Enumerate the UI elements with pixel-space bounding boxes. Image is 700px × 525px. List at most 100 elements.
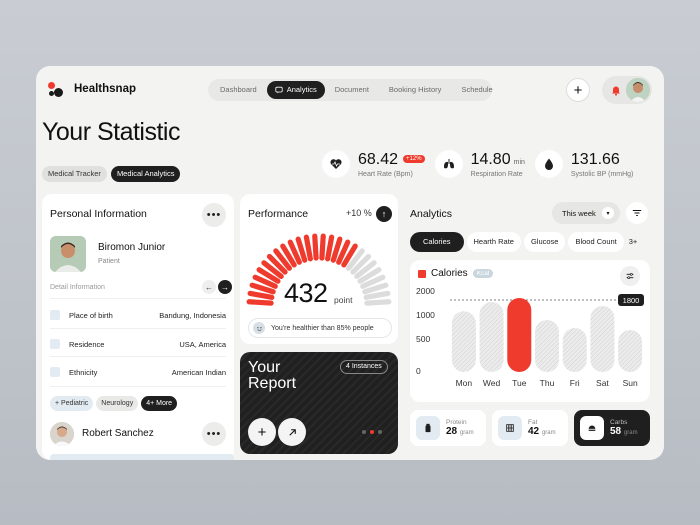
arrow-right-icon[interactable]: →	[218, 280, 232, 294]
add-report-button[interactable]: +	[248, 418, 276, 446]
personal-info-title: Personal Information	[50, 208, 147, 220]
patient-name: Biromon Junior	[98, 242, 166, 253]
filter-button[interactable]	[626, 202, 648, 224]
tab-blood-count[interactable]: Blood Count	[568, 232, 624, 252]
chip-medical-analytics[interactable]: Medical Analytics	[110, 166, 181, 182]
heart-rate-label: Heart Rate (Bpm)	[358, 170, 413, 178]
tag-pediatric[interactable]: + Pediatric	[50, 396, 94, 411]
avatar[interactable]	[626, 78, 650, 102]
respiration-unit: min	[513, 158, 525, 166]
respiration-value: 14.80	[470, 150, 511, 168]
checkbox-icon	[50, 310, 60, 320]
tab-hearth-rate[interactable]: Hearth Rate	[466, 232, 521, 252]
pager-dot[interactable]	[378, 430, 382, 434]
y-tick-label: 2000	[416, 288, 435, 296]
gauge-segment-filled	[252, 274, 278, 289]
pager-dot[interactable]	[362, 430, 366, 434]
tab-analytics[interactable]: Analytics	[266, 81, 325, 99]
gauge-segment-empty	[363, 290, 391, 300]
macro-label: Carbs	[610, 419, 628, 426]
chart-bar[interactable]	[535, 320, 559, 372]
detail-information-label: Detail Information	[50, 284, 105, 291]
bell-icon[interactable]	[610, 84, 622, 96]
add-button[interactable]: +	[566, 78, 590, 102]
chart-bar[interactable]	[562, 328, 587, 372]
macro-label: Protein	[446, 419, 467, 426]
info-value: American Indian	[171, 367, 226, 377]
tab-dashboard[interactable]: Dashboard	[220, 85, 257, 94]
x-tick-label: Wed	[483, 378, 501, 388]
performance-unit: point	[334, 295, 353, 305]
macro-protein[interactable]: Protein 28 gram	[410, 410, 486, 446]
info-key: Ethnicity	[69, 367, 98, 377]
user-menu[interactable]	[602, 76, 652, 104]
tab-glucose[interactable]: Glucose	[523, 232, 566, 252]
patient-avatar	[50, 236, 86, 272]
info-row-residence: Residence USA, America	[50, 337, 226, 351]
chart-bar[interactable]	[590, 306, 615, 372]
period-select[interactable]: This week ▾	[552, 202, 620, 224]
chart-bar[interactable]	[479, 302, 504, 372]
performance-title: Performance	[248, 208, 309, 220]
open-report-button[interactable]	[278, 418, 306, 446]
report-title-line2: Report	[248, 375, 297, 392]
chart-bar[interactable]	[618, 330, 643, 372]
smile-icon	[253, 322, 265, 334]
legend-swatch	[418, 269, 426, 278]
gauge-segment-filled	[341, 243, 358, 268]
performance-change: +10 %	[346, 208, 372, 218]
gauge-segment-empty	[357, 267, 382, 284]
view-chips: Medical Tracker Medical Analytics	[42, 166, 181, 182]
chart-bar[interactable]	[451, 311, 476, 372]
chart-bar[interactable]	[507, 298, 532, 372]
gauge-segment-filled	[249, 282, 276, 295]
analytics-panel: Analytics This week ▾ Calories Hearth Ra…	[404, 194, 650, 460]
report-card[interactable]: Your Report 4 Instances +	[240, 352, 398, 454]
heart-rate-badge: +12%	[403, 154, 425, 163]
macro-unit: gram	[459, 430, 474, 436]
more-options-button[interactable]: •••	[202, 422, 226, 446]
tab-document[interactable]: Document	[334, 85, 369, 94]
gauge-segment-empty	[362, 282, 389, 295]
tag-neurology[interactable]: Neurology	[96, 396, 139, 411]
macro-value: 42	[528, 426, 540, 437]
nav-tabs: Dashboard Analytics Document Booking His…	[208, 79, 493, 101]
arrow-up-icon[interactable]: ↑	[376, 206, 392, 222]
more-options-button[interactable]: •••	[202, 203, 226, 227]
blood-pressure-label: Systolic BP (mmHg)	[570, 170, 634, 178]
second-patient-name: Robert Sanchez	[82, 428, 154, 439]
next-item-strip	[50, 454, 234, 460]
gauge-segment-filled	[256, 267, 281, 284]
stats-bar: 68.42 +12% Heart Rate (Bpm) 14.80 min Resp…	[322, 150, 643, 178]
gauge-segment-filled	[319, 233, 326, 261]
specialty-tags: + Pediatric Neurology 4+ More	[50, 396, 178, 411]
tab-booking-history[interactable]: Booking History	[388, 85, 442, 94]
reference-label-bg	[618, 294, 644, 306]
analytics-title: Analytics	[410, 208, 453, 220]
logo-icon	[48, 82, 64, 98]
tab-schedule[interactable]: Schedule	[461, 85, 493, 94]
heart-rate-icon	[322, 150, 350, 178]
calories-bar-chart: 2000 1000 500 0 1800 Mon Wed Tue Thu Fri Sat Sun	[416, 288, 644, 388]
tab-more[interactable]: 3+	[628, 237, 638, 246]
macro-unit: gram	[623, 430, 638, 436]
blood-pressure-value: 131.66	[570, 150, 620, 168]
info-value: USA, America	[179, 339, 226, 349]
macro-fat[interactable]: Fat 42 gram	[492, 410, 568, 446]
chip-medical-tracker[interactable]: Medical Tracker	[42, 166, 107, 182]
sliders-icon	[626, 272, 634, 280]
chart-settings-button[interactable]	[620, 266, 640, 286]
calories-chart-card: Calories Kcal 2000 1000 500 0 1800 Mon Wed Tue T…	[410, 260, 650, 402]
pager-dot-active[interactable]	[370, 430, 374, 434]
arrow-left-icon[interactable]: ←	[202, 280, 216, 294]
macro-value: 28	[446, 426, 458, 437]
tab-calories[interactable]: Calories	[410, 232, 464, 252]
info-key: Place of birth	[69, 310, 113, 320]
gauge-segment-filled	[266, 253, 288, 275]
tag-more[interactable]: 4+ More	[141, 396, 178, 411]
gauge-segment-filled	[330, 236, 343, 263]
tab-analytics-label: Analytics	[286, 85, 317, 94]
macro-carbs[interactable]: Carbs 58 gram	[574, 410, 650, 446]
gauge-segment-empty	[346, 248, 365, 271]
gauge-segment-filled	[280, 243, 297, 268]
